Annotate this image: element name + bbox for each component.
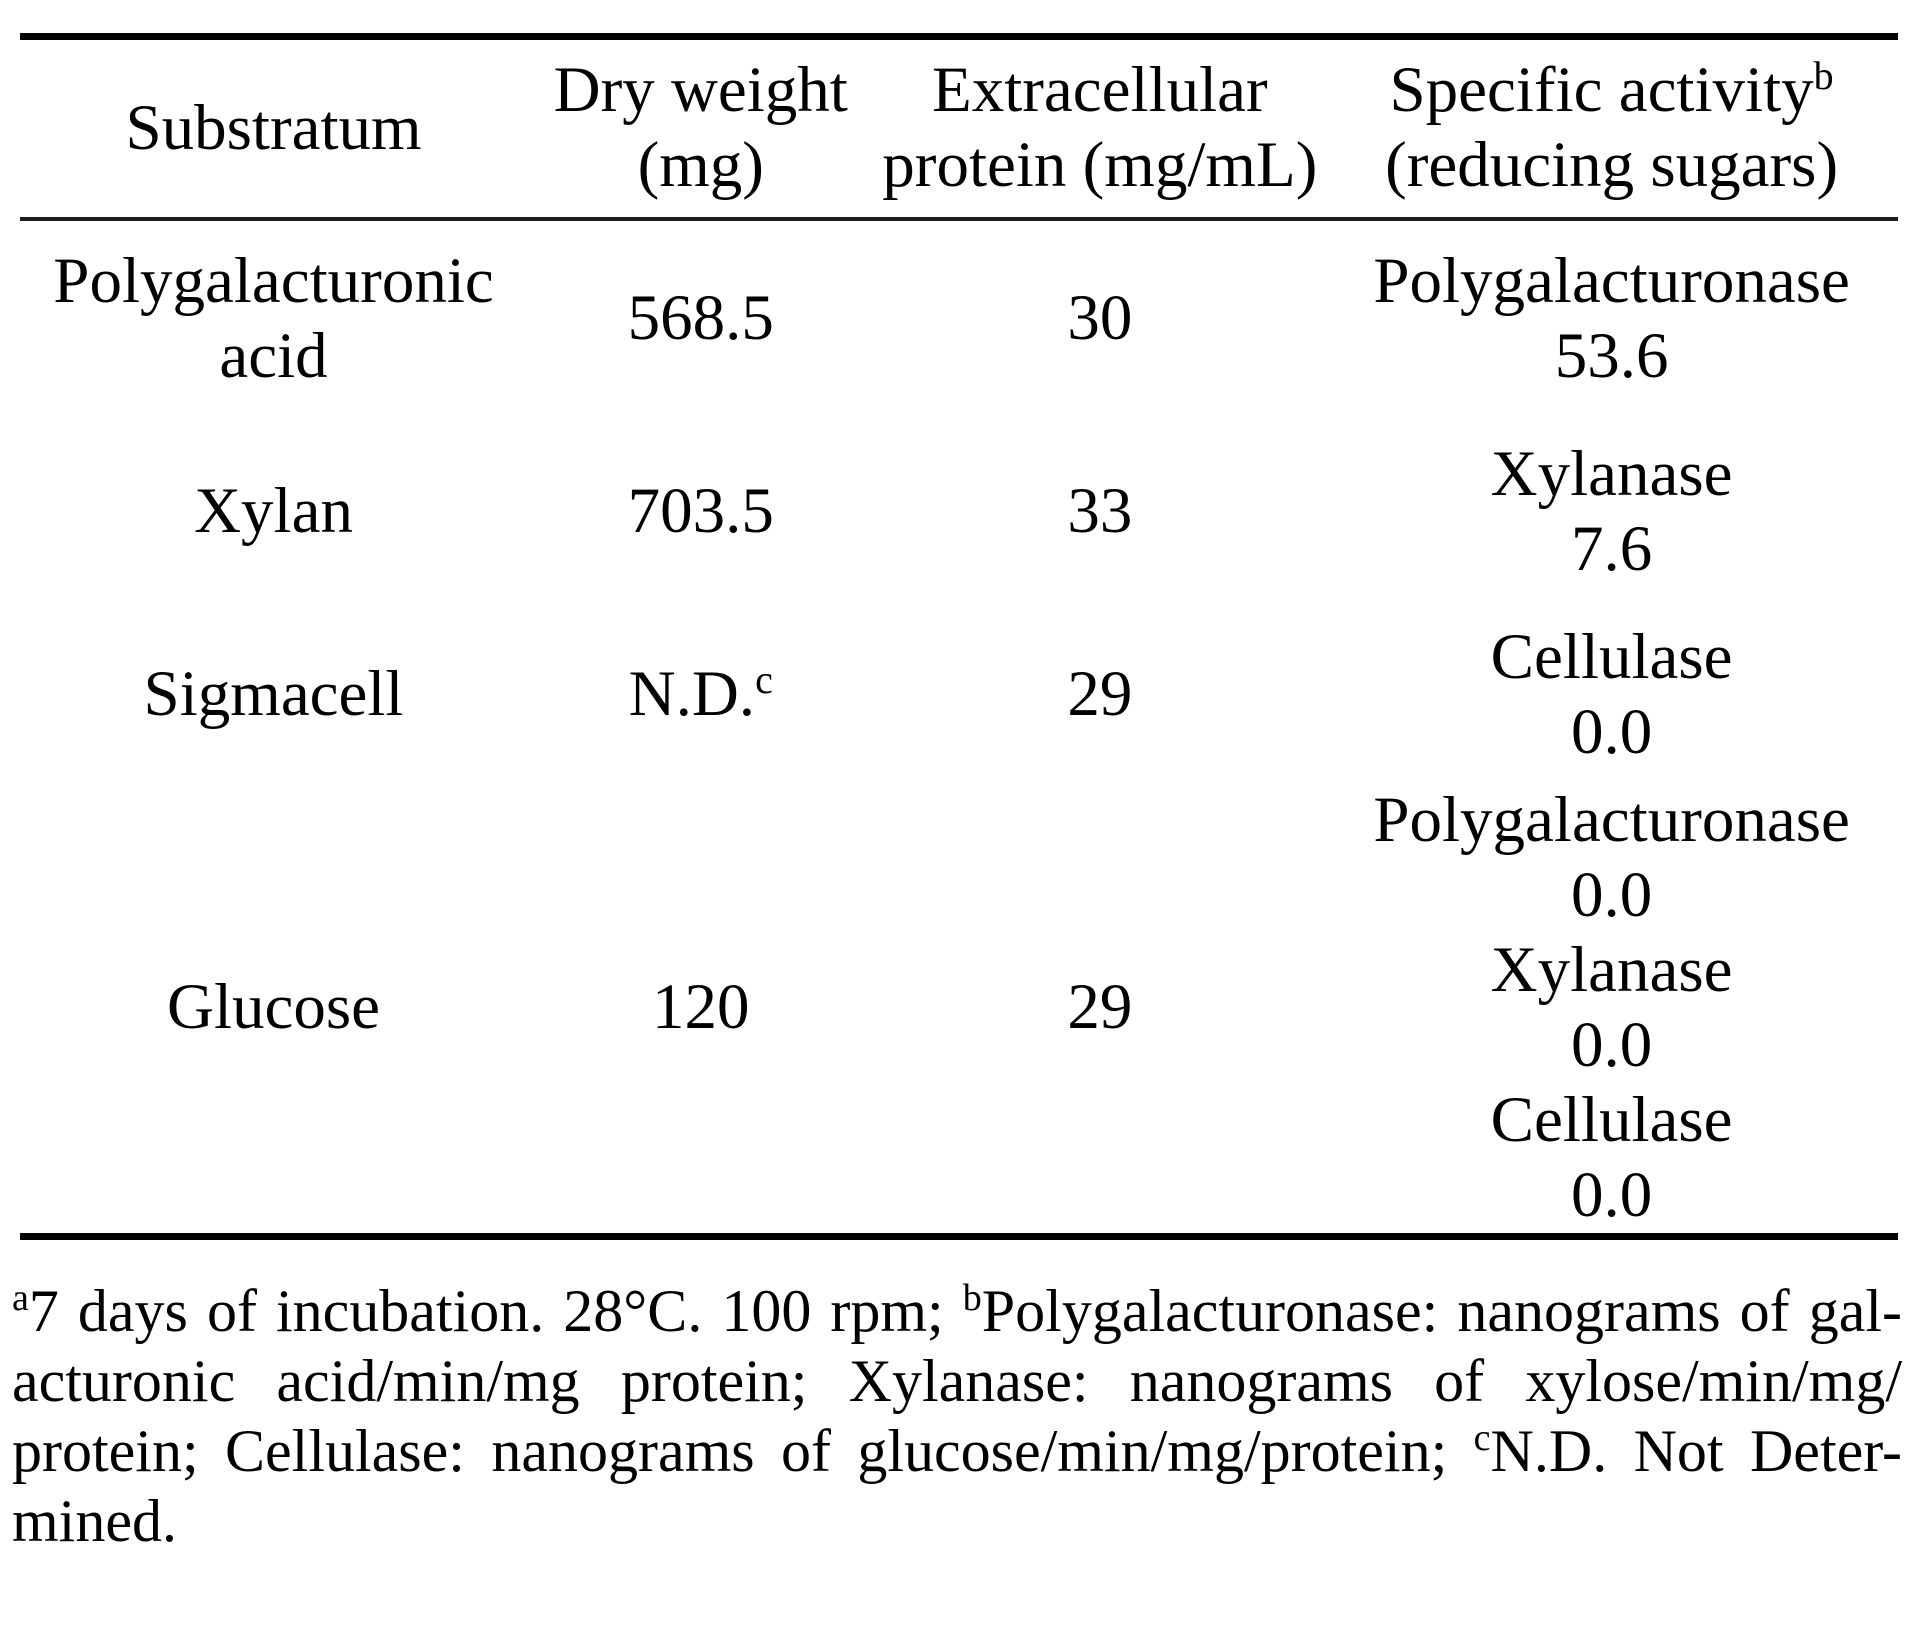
footnote-text: 7 days of incubation. 28°C. 100 rpm;	[28, 1277, 963, 1344]
header-dry-weight: Dry weight (mg)	[527, 37, 874, 219]
cell-specific-activity: Xylanase 7.6	[1325, 417, 1898, 607]
enzyme-name: Polygalacturonase	[1373, 244, 1850, 317]
cell-extracellular-protein: 29	[1067, 658, 1133, 730]
enzyme-value: 0.0	[1570, 695, 1653, 768]
cell-dry-weight: N.D.c	[527, 607, 874, 783]
table-row: Glucose 120 29 Polygalacturonase 0.0 Xyl…	[20, 783, 1898, 1237]
header-row: Substratum Dry weight (mg) Extracellular…	[20, 37, 1898, 219]
footnote-text: protein; Cellulase: nanograms of glucose…	[12, 1417, 1474, 1484]
enzyme-value: 53.6	[1554, 319, 1669, 392]
cell-substratum: Polygalacturonic acid	[20, 219, 527, 417]
header-substratum: Substratum	[20, 37, 527, 219]
header-label: Substratum	[125, 91, 422, 164]
enzyme-value: 0.0	[1570, 1158, 1653, 1231]
header-label: Dry weight	[553, 54, 848, 127]
enzyme-value: 0.0	[1570, 1008, 1653, 1081]
header-label-text: Specific activity	[1389, 54, 1814, 127]
cell-extracellular-protein: 30	[1067, 282, 1133, 354]
footnote-line: a7 days of incubation. 28°C. 100 rpm; bP…	[12, 1276, 1902, 1346]
cell-substratum: Sigmacell	[143, 658, 404, 730]
cell-specific-activity: Polygalacturonase 53.6	[1325, 219, 1898, 417]
table-row: Xylan 703.5 33 Xylanase 7.6	[20, 417, 1898, 607]
header-label: (reducing sugars)	[1385, 129, 1839, 202]
footnote-line: protein; Cellulase: nanograms of glucose…	[12, 1416, 1902, 1486]
footnote-marker-a: a	[12, 1276, 29, 1319]
footnote-text: Polygalacturonase: nanograms of gal-	[981, 1277, 1902, 1344]
footnote-line: mined.	[12, 1487, 177, 1554]
cell-specific-activity: Cellulase 0.0	[1325, 607, 1898, 783]
enzyme-name: Cellulase	[1490, 620, 1733, 693]
header-label: Extracellular	[932, 54, 1268, 127]
header-extracellular-protein: Extracellular protein (mg/mL)	[874, 37, 1325, 219]
cell-substratum: Glucose	[167, 971, 381, 1043]
enzyme-value: 0.0	[1570, 858, 1653, 931]
substratum-line: acid	[219, 319, 328, 392]
document-page: Substratum Dry weight (mg) Extracellular…	[0, 33, 1918, 1628]
cell-dry-weight: 120	[652, 971, 750, 1043]
enzyme-name: Cellulase	[1490, 1083, 1733, 1156]
footnote-marker-c: c	[755, 657, 773, 702]
header-label: (mg)	[637, 129, 764, 202]
cell-specific-activity: Polygalacturonase 0.0 Xylanase 0.0 Cellu…	[1325, 783, 1898, 1237]
footnote-marker-b: b	[1813, 53, 1834, 99]
cell-dry-weight: 568.5	[627, 282, 774, 354]
header-specific-activity: Specific activityb (reducing sugars)	[1325, 37, 1898, 219]
enzyme-name: Polygalacturonase	[1373, 783, 1850, 856]
enzyme-activity-table: Substratum Dry weight (mg) Extracellular…	[20, 33, 1898, 1240]
footnote-marker-b: b	[962, 1276, 982, 1319]
enzyme-value: 7.6	[1570, 512, 1653, 585]
substratum-line: Polygalacturonic	[53, 244, 494, 317]
footnote-line: acturonic acid/min/mg protein; Xylanase:…	[12, 1347, 1902, 1414]
enzyme-name: Xylanase	[1490, 437, 1733, 510]
table-row: Sigmacell N.D.c 29 Cellulase 0.0	[20, 607, 1898, 783]
table-row: Polygalacturonic acid 568.5 30 Polygalac…	[20, 219, 1898, 417]
cell-dry-weight: 703.5	[627, 475, 774, 547]
header-label: Specific activityb	[1325, 53, 1898, 128]
footnote-marker-c: c	[1473, 1416, 1491, 1459]
header-label: protein (mg/mL)	[882, 129, 1318, 202]
cell-substratum: Xylan	[194, 475, 353, 547]
table-footnote: a7 days of incubation. 28°C. 100 rpm; bP…	[12, 1276, 1902, 1556]
cell-extracellular-protein: 33	[1067, 475, 1133, 547]
cell-extracellular-protein: 29	[1067, 971, 1133, 1043]
dry-weight-value: N.D.	[628, 658, 756, 730]
footnote-text: N.D. Not Deter-	[1490, 1417, 1903, 1484]
enzyme-name: Xylanase	[1490, 933, 1733, 1006]
